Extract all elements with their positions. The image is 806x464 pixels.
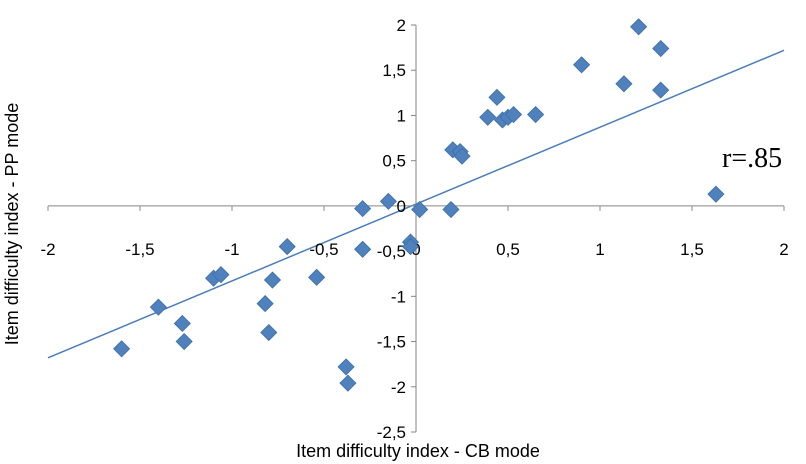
data-point (652, 81, 670, 99)
x-tick-label: 1 (595, 240, 604, 259)
data-point (453, 147, 471, 165)
data-point (652, 39, 670, 58)
data-point (337, 358, 355, 376)
x-tick-label: -1 (224, 240, 239, 259)
data-point (173, 314, 191, 333)
y-tick-label: 0 (397, 197, 406, 216)
data-point (263, 271, 282, 289)
x-tick-label: 0,5 (496, 240, 520, 259)
x-tick-label: -0,5 (309, 240, 338, 259)
data-point (278, 238, 296, 256)
data-point (527, 105, 545, 124)
data-point (488, 88, 506, 106)
correlation-annotation: r=.85 (722, 143, 782, 174)
x-tick-label: -2 (40, 240, 55, 259)
data-point (504, 105, 523, 124)
x-tick-label: -1,5 (125, 240, 154, 259)
data-point (260, 323, 278, 342)
data-point (573, 56, 591, 74)
y-tick-label: 1 (397, 106, 406, 125)
data-point (175, 332, 193, 351)
data-point (479, 108, 497, 126)
x-axis-title: Item difficulty index - CB mode (296, 441, 540, 461)
x-tick-label: 2 (779, 240, 788, 259)
x-tick-label: 1,5 (680, 240, 704, 259)
y-tick-label: 2 (397, 16, 406, 35)
data-point (256, 295, 274, 313)
y-tick-label: -1,5 (377, 333, 406, 352)
y-tick-label: -0,5 (377, 242, 406, 261)
y-tick-label: -2 (391, 378, 406, 397)
y-tick-label: 0,5 (382, 152, 406, 171)
data-point (354, 200, 372, 218)
data-point (401, 238, 420, 256)
data-point (615, 75, 633, 93)
data-point (630, 18, 648, 36)
data-point (212, 266, 230, 284)
data-point (379, 192, 397, 210)
data-point (442, 200, 460, 219)
data-point (308, 268, 326, 286)
data-point (339, 374, 357, 392)
data-point (354, 240, 372, 258)
data-point (411, 200, 429, 219)
y-tick-label: 1,5 (382, 61, 406, 80)
data-point (149, 298, 167, 316)
data-point (707, 185, 725, 203)
y-tick-label: -2,5 (377, 423, 406, 442)
y-tick-label: -1 (391, 287, 406, 306)
y-axis-title: Item difficulty index - PP mode (2, 103, 22, 345)
data-point (113, 340, 131, 358)
